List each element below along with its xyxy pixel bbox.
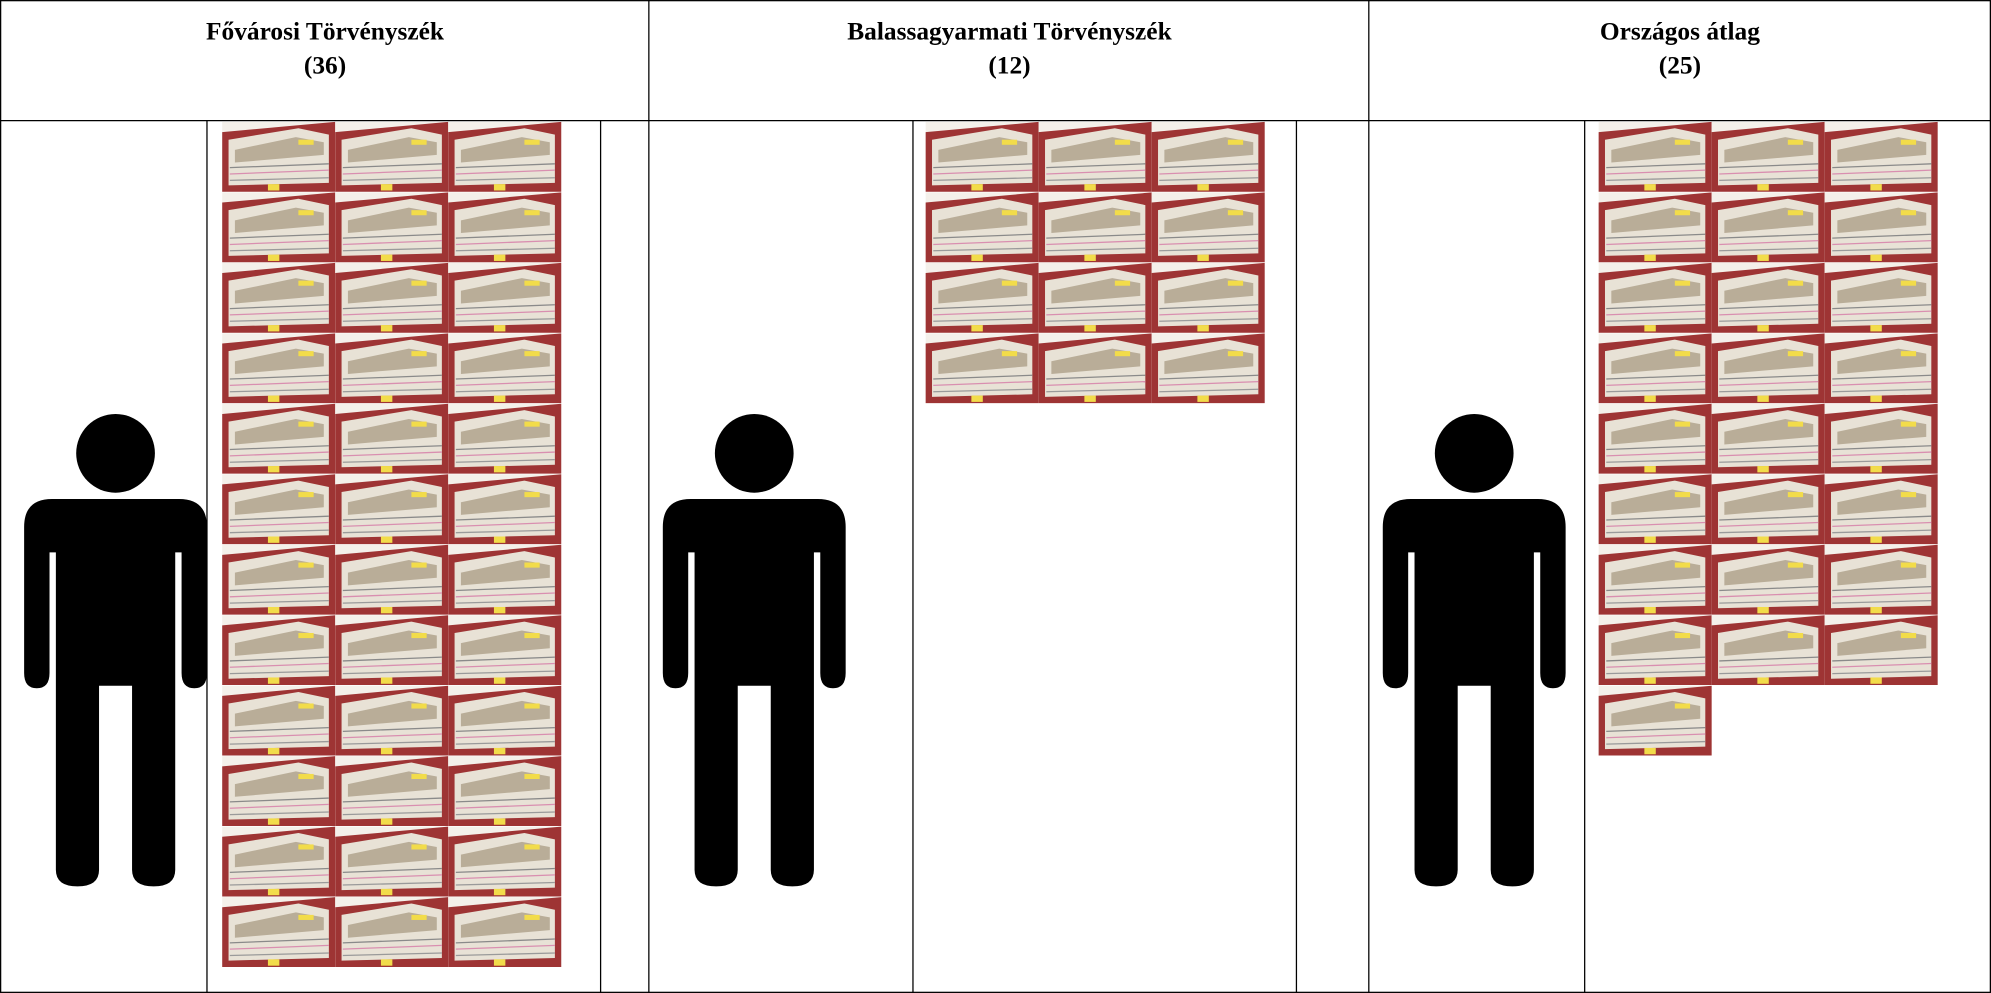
- file-icon: [1825, 404, 1938, 474]
- person-head: [715, 414, 794, 493]
- file-icon: [448, 404, 561, 474]
- file-icon: [222, 192, 335, 262]
- file-icon: [335, 263, 448, 333]
- file-icon: [1825, 263, 1938, 333]
- file-icon: [1825, 474, 1938, 544]
- file-icon: [335, 897, 448, 967]
- file-icon: [448, 333, 561, 403]
- file-icon: [1712, 545, 1825, 615]
- file-icon: [1599, 122, 1712, 192]
- file-icon: [1152, 333, 1265, 403]
- column-count: (36): [304, 52, 346, 80]
- file-icon: [335, 686, 448, 756]
- file-icon: [1152, 192, 1265, 262]
- file-icon: [222, 897, 335, 967]
- file-icon: [1825, 192, 1938, 262]
- file-icon: [222, 756, 335, 826]
- file-icon: [222, 122, 335, 192]
- file-icon: [1825, 122, 1938, 192]
- file-icon: [222, 686, 335, 756]
- file-icon: [448, 122, 561, 192]
- file-icon: [926, 122, 1039, 192]
- column-title: Fővárosi Törvényszék: [206, 17, 445, 45]
- file-icon: [1039, 122, 1152, 192]
- file-icon: [335, 122, 448, 192]
- column-title: Balassagyarmati Törvényszék: [847, 17, 1172, 45]
- file-icon: [448, 263, 561, 333]
- file-icon: [1599, 333, 1712, 403]
- person-head: [1435, 414, 1514, 493]
- file-icon: [1599, 686, 1712, 756]
- file-icon: [448, 545, 561, 615]
- file-icon: [1825, 615, 1938, 685]
- column-count: (25): [1659, 52, 1701, 80]
- pictogram-table: Fővárosi Törvényszék (36) Balassagyarmati …: [0, 0, 1991, 993]
- file-icon: [1599, 192, 1712, 262]
- file-icon: [222, 404, 335, 474]
- file-icon: [1039, 192, 1152, 262]
- file-icon: [926, 333, 1039, 403]
- file-icon: [448, 615, 561, 685]
- file-icon: [335, 756, 448, 826]
- file-icon: [335, 827, 448, 897]
- file-icon: [335, 474, 448, 544]
- person-icon: [1383, 499, 1566, 886]
- file-icon: [222, 545, 335, 615]
- file-icon: [448, 192, 561, 262]
- file-icon: [1039, 333, 1152, 403]
- person-head: [76, 414, 155, 493]
- file-icon: [1039, 263, 1152, 333]
- file-icon: [1599, 404, 1712, 474]
- person-icon: [24, 499, 207, 886]
- file-icon: [222, 333, 335, 403]
- file-icon: [1712, 192, 1825, 262]
- person-icon: [663, 499, 846, 886]
- file-icon: [335, 333, 448, 403]
- file-icon: [1712, 263, 1825, 333]
- file-icon: [1825, 545, 1938, 615]
- file-icon: [1712, 122, 1825, 192]
- file-icon: [1712, 333, 1825, 403]
- file-icon: [335, 615, 448, 685]
- file-icon: [335, 545, 448, 615]
- file-icon: [335, 192, 448, 262]
- file-icon: [1599, 263, 1712, 333]
- file-icon: [1712, 615, 1825, 685]
- file-icon: [926, 263, 1039, 333]
- file-icon: [448, 474, 561, 544]
- file-icon: [1825, 333, 1938, 403]
- file-icon: [448, 897, 561, 967]
- file-icon: [1599, 615, 1712, 685]
- file-icon: [335, 404, 448, 474]
- file-icon: [448, 827, 561, 897]
- file-icon: [1599, 474, 1712, 544]
- file-icon: [926, 192, 1039, 262]
- file-icon: [1599, 545, 1712, 615]
- file-icon: [222, 474, 335, 544]
- file-icon: [222, 827, 335, 897]
- column-count: (12): [988, 52, 1030, 80]
- file-icon: [1712, 404, 1825, 474]
- file-icon: [222, 263, 335, 333]
- file-icon: [1152, 263, 1265, 333]
- file-icon: [448, 686, 561, 756]
- page: {"columns": [ {"title": "Fővárosi Törvén…: [0, 0, 1991, 993]
- file-icon: [1712, 474, 1825, 544]
- file-icon: [448, 756, 561, 826]
- column-title: Országos átlag: [1600, 17, 1760, 45]
- file-icon: [1152, 122, 1265, 192]
- file-icon: [222, 615, 335, 685]
